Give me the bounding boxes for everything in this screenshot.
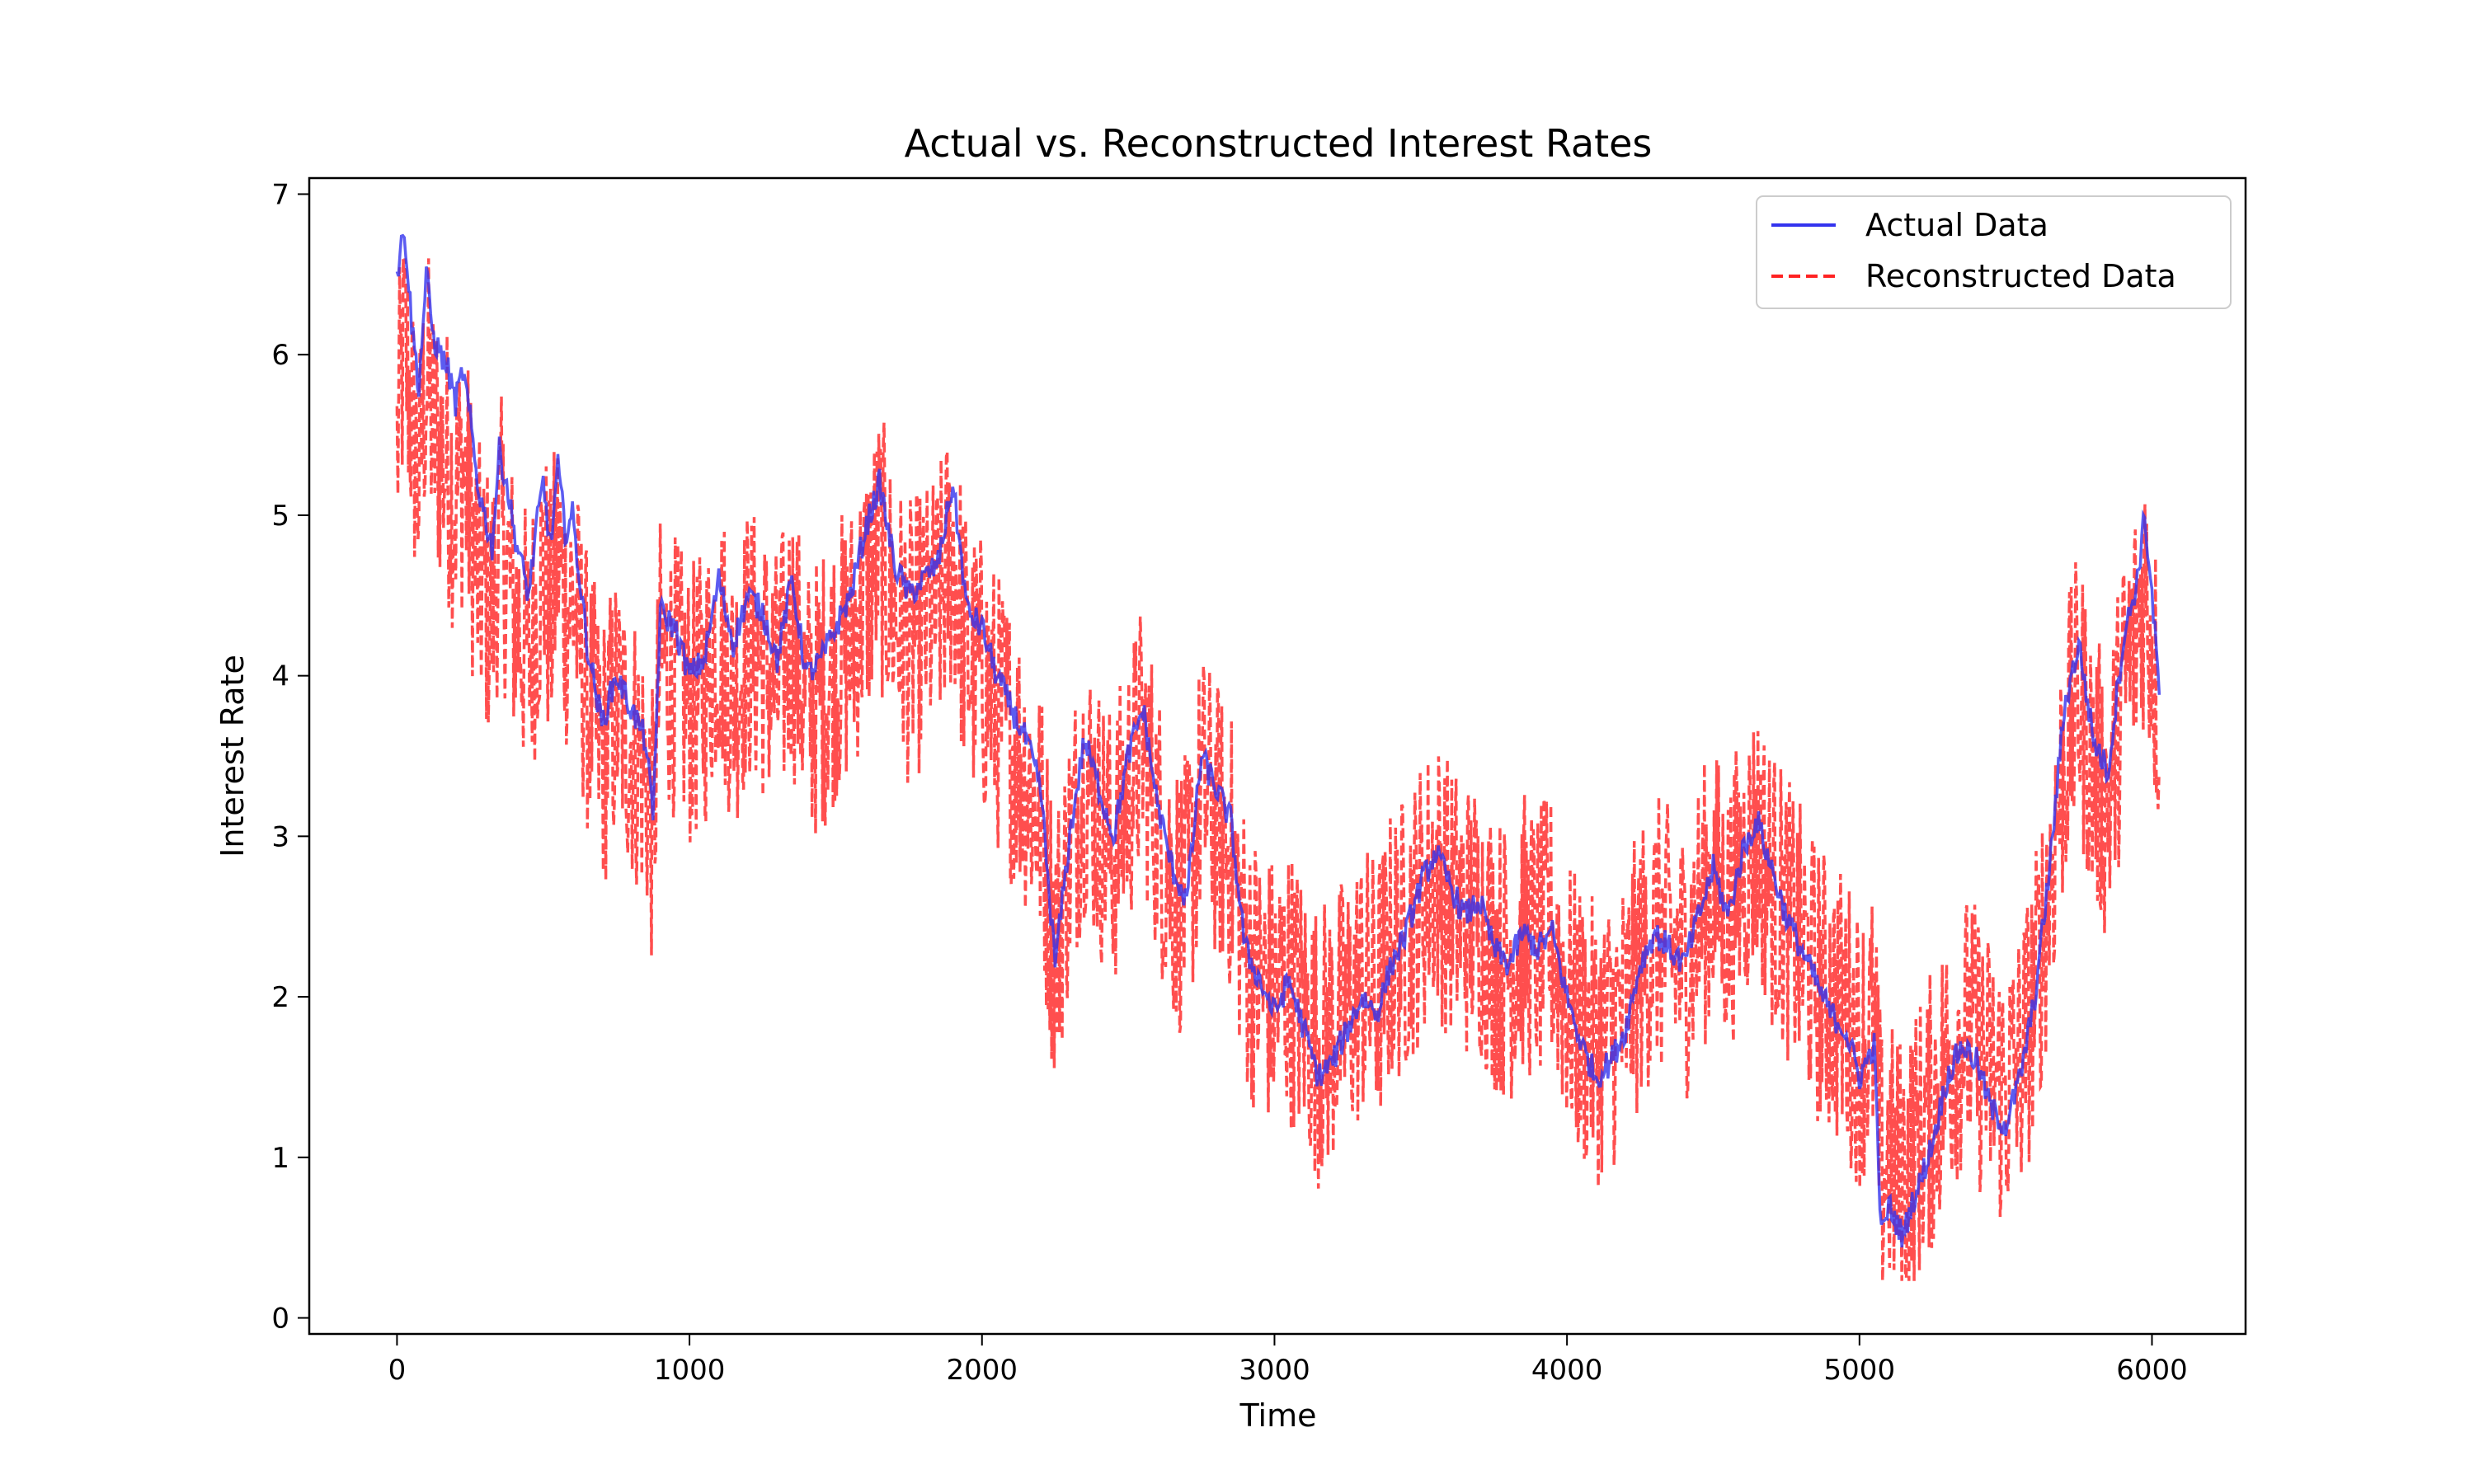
chart-title: Actual vs. Reconstructed Interest Rates: [905, 121, 1653, 166]
x-axis: 0 1000 2000 3000 4000 5000 6000: [388, 1334, 2188, 1387]
x-tick-label: 5000: [1824, 1354, 1896, 1387]
y-tick-label: 3: [271, 820, 289, 853]
y-axis: 0 1 2 3 4 5 6 7: [271, 178, 309, 1336]
x-tick-label: 3000: [1239, 1354, 1310, 1387]
y-tick-label: 1: [271, 1142, 289, 1175]
x-tick-label: 0: [388, 1354, 407, 1387]
x-tick-label: 6000: [2116, 1354, 2188, 1387]
x-axis-label: Time: [1239, 1397, 1317, 1434]
y-tick-label: 0: [271, 1303, 289, 1336]
legend-box: [1756, 195, 2232, 309]
x-tick-label: 1000: [654, 1354, 726, 1387]
legend: Actual Data Reconstructed Data: [1756, 195, 2232, 309]
x-tick-label: 2000: [947, 1354, 1018, 1387]
x-tick-label: 4000: [1531, 1354, 1603, 1387]
y-tick-label: 4: [271, 660, 289, 693]
y-tick-label: 6: [271, 339, 289, 372]
legend-label-reconstructed: Reconstructed Data: [1865, 258, 2176, 294]
y-tick-label: 2: [271, 981, 289, 1014]
y-axis-label: Interest Rate: [214, 655, 251, 857]
series-line-reconstructed: [395, 258, 2161, 1281]
series-line-actual: [395, 233, 2161, 1248]
legend-label-actual: Actual Data: [1865, 207, 2048, 243]
plot-frame: [308, 176, 2247, 1336]
y-tick-label: 5: [271, 500, 289, 533]
plot-area: [308, 176, 2247, 1336]
y-tick-label: 7: [271, 178, 289, 211]
series-layer: [395, 233, 2161, 1281]
